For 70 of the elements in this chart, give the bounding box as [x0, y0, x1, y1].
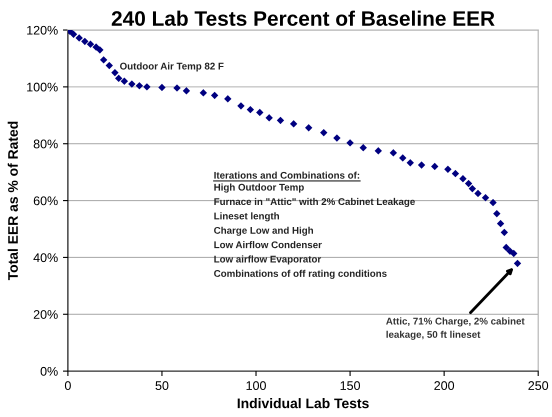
- point: [514, 260, 522, 268]
- point: [290, 120, 298, 128]
- y-tick-label: 60%: [34, 196, 58, 206]
- point: [182, 87, 190, 95]
- point: [360, 144, 367, 152]
- point: [128, 80, 136, 88]
- point: [224, 95, 232, 102]
- point: [237, 102, 245, 110]
- annotation: Iterations and Combinations of:: [214, 172, 360, 179]
- point: [333, 134, 341, 142]
- point: [346, 139, 354, 147]
- y-tick-label: 100%: [27, 82, 58, 92]
- point: [510, 250, 518, 258]
- point: [500, 228, 508, 236]
- point: [320, 128, 328, 136]
- point: [399, 154, 406, 162]
- annotation: High Outdoor Temp Furnace in "Attic" with 2% Cabinet Leakage Lineset length Charge Low and High Low Airflow Condenser Low airflow Evaporator Combinations of off rating conditions: [214, 184, 415, 279]
- point: [86, 40, 94, 48]
- annotation: Attic, 71% Charge, 2% cabinet leakage, 50 ft lineset: [386, 317, 525, 340]
- point: [305, 124, 312, 132]
- y-tick-label: 120%: [27, 26, 58, 35]
- x-tick-label: 200: [434, 381, 454, 390]
- point: [210, 92, 218, 100]
- y-tick-label: 20%: [34, 310, 58, 319]
- x-axis-title: Individual Lab Tests: [238, 398, 369, 408]
- point: [143, 83, 151, 91]
- y-tick-label: 40%: [33, 253, 58, 262]
- point: [96, 46, 104, 54]
- point: [115, 74, 122, 82]
- annotation: Outdoor Air Temp 82 F: [120, 62, 224, 72]
- point: [502, 244, 510, 252]
- x-tick-label: 0: [64, 381, 71, 390]
- point: [256, 108, 264, 116]
- point: [489, 198, 497, 206]
- x-tick-label: 50: [156, 381, 168, 390]
- point: [468, 184, 476, 192]
- y-axis-title: Total EER as % of Rated: [8, 122, 18, 280]
- point: [246, 106, 254, 114]
- point: [374, 147, 382, 155]
- point: [474, 190, 482, 198]
- point: [111, 68, 119, 76]
- point: [200, 89, 208, 97]
- y-tick-label: 80%: [34, 140, 58, 148]
- point: [482, 194, 490, 202]
- point: [452, 170, 460, 178]
- point: [136, 82, 144, 90]
- point: [100, 56, 108, 64]
- x-tick-label: 100: [246, 381, 266, 390]
- point: [106, 62, 113, 70]
- x-tick-label: 250: [528, 381, 548, 390]
- point: [158, 84, 166, 92]
- point: [266, 114, 273, 122]
- point: [406, 159, 414, 166]
- point: [418, 161, 426, 169]
- point: [173, 84, 181, 92]
- y-tick-label: 0%: [40, 366, 58, 376]
- point: [459, 175, 467, 182]
- point: [431, 162, 438, 170]
- point: [120, 78, 128, 85]
- x-tick-label: 150: [340, 381, 360, 390]
- point: [81, 38, 88, 46]
- point: [496, 220, 504, 228]
- point: [464, 180, 472, 188]
- point: [76, 34, 83, 42]
- point: [444, 166, 452, 173]
- point: [276, 116, 284, 124]
- chart-title: 240 Lab Tests Percent of Baseline EER: [112, 10, 495, 26]
- point: [493, 210, 500, 218]
- point: [70, 30, 78, 38]
- point: [390, 149, 398, 156]
